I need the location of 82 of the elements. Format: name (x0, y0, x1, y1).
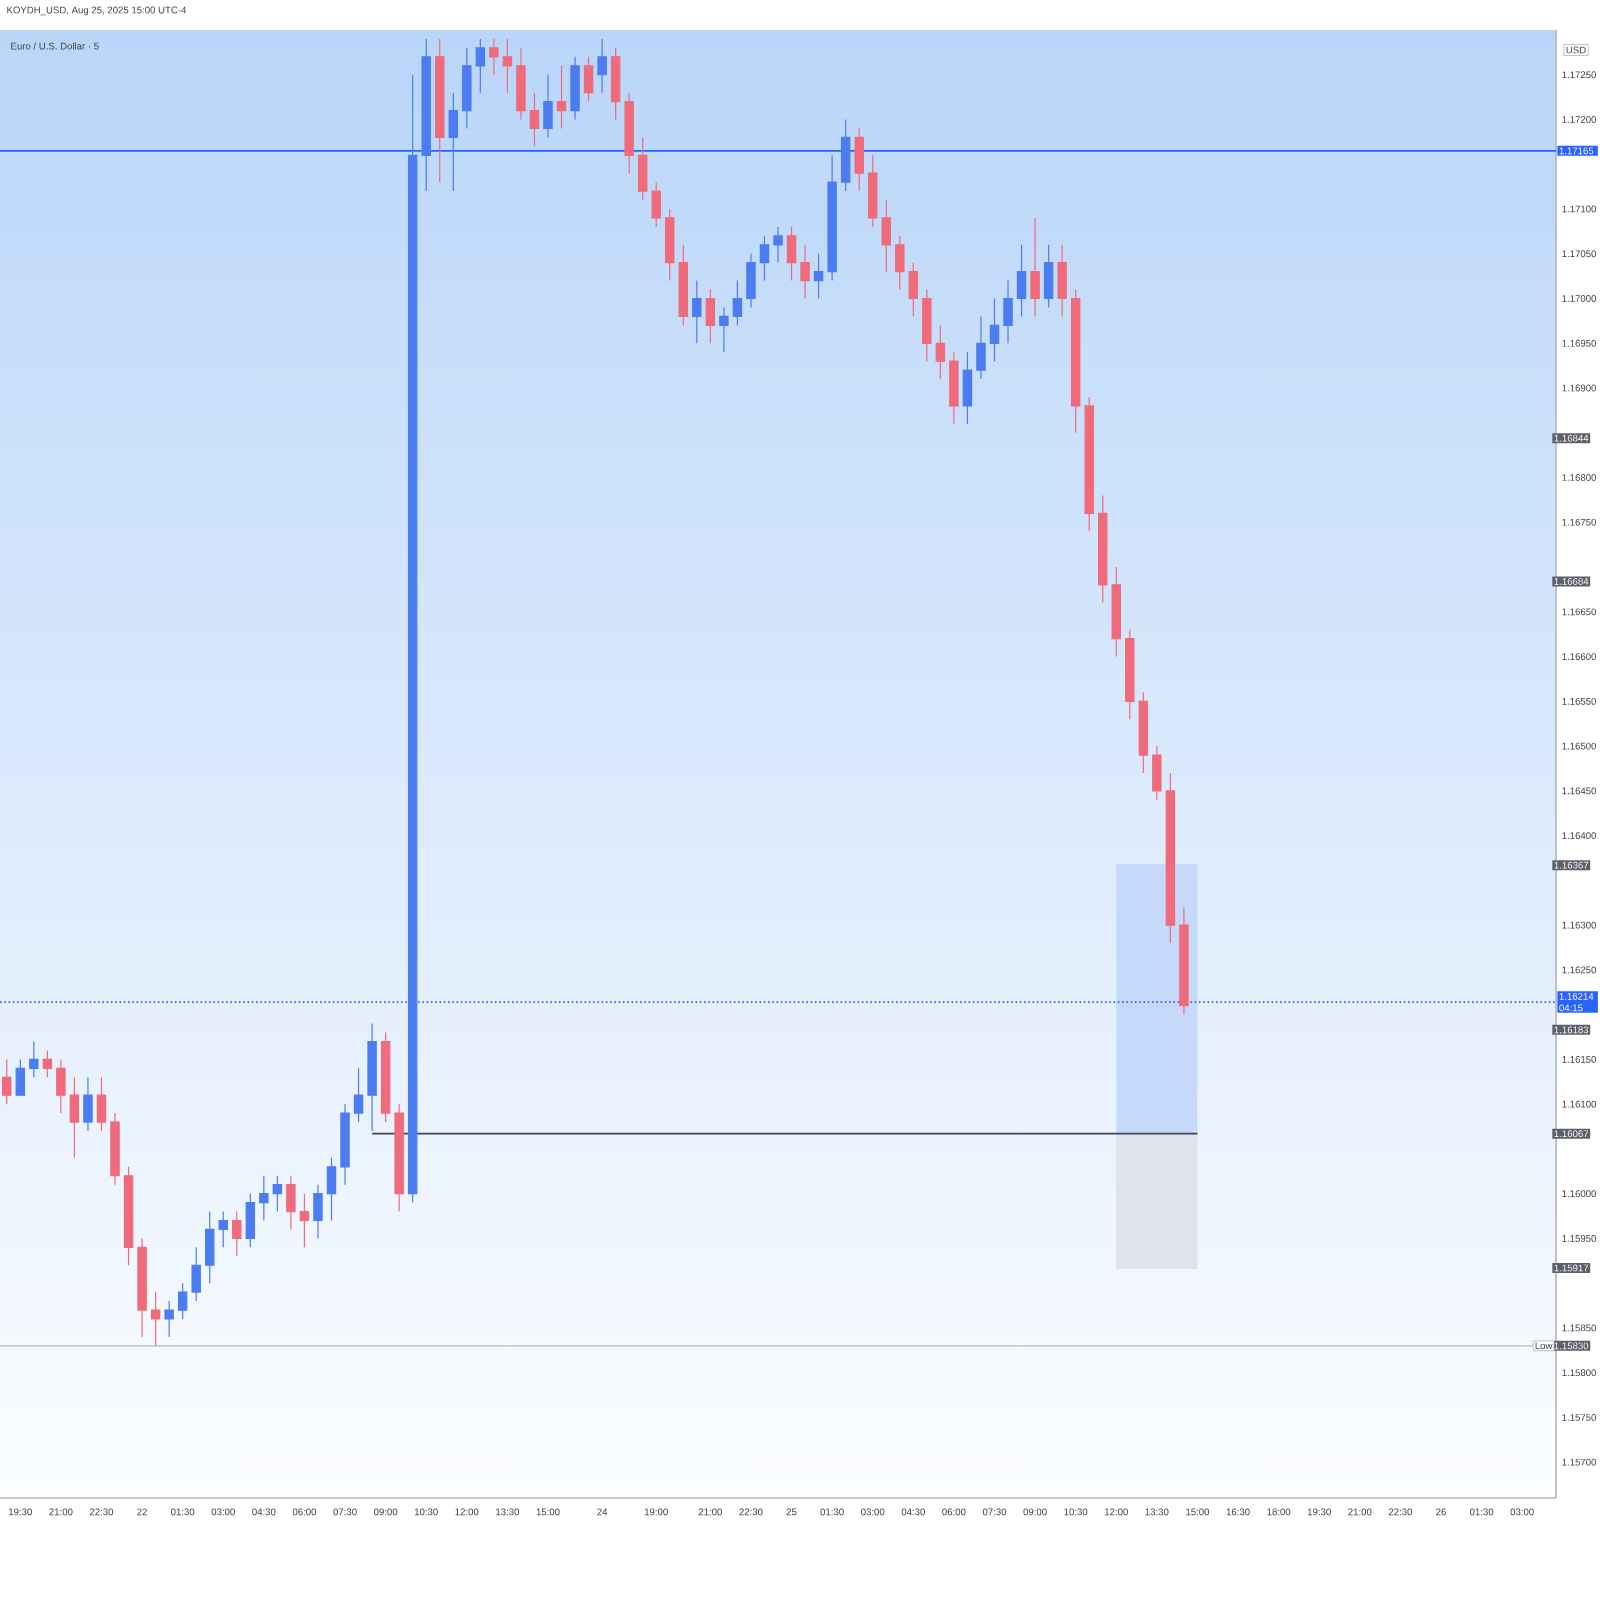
candlestick (922, 288, 932, 362)
candlestick (1070, 288, 1081, 434)
candlestick (1043, 244, 1054, 309)
candlestick (908, 262, 919, 318)
candlestick (800, 244, 810, 300)
candlestick (1084, 396, 1094, 532)
candlestick (516, 47, 526, 121)
candlestick (164, 1300, 174, 1338)
candlestick (83, 1076, 93, 1132)
candlestick (245, 1193, 256, 1248)
candlestick (1057, 244, 1067, 318)
candlestick (326, 1157, 337, 1222)
candlestick (380, 1031, 391, 1123)
candlestick (353, 1067, 364, 1123)
candlestick (1165, 772, 1176, 944)
candlestick (489, 38, 499, 76)
candlestick (394, 1103, 404, 1213)
candlestick (705, 288, 716, 344)
candlestick (137, 1237, 147, 1338)
candlestick (448, 92, 459, 192)
candlestick (1003, 280, 1013, 344)
candlestick (123, 1166, 134, 1266)
candlestick (827, 154, 837, 282)
candlestick (529, 92, 540, 147)
candlestick (773, 226, 783, 264)
candlestick (69, 1076, 80, 1159)
candlestick (232, 1210, 242, 1257)
candlestick (543, 74, 553, 138)
candlestick (597, 38, 607, 94)
candlestick (759, 235, 770, 282)
candlestick (665, 208, 675, 282)
candlestick (989, 297, 1000, 362)
candlestick (367, 1022, 377, 1132)
candlestick (191, 1246, 201, 1302)
candlestick (732, 280, 743, 326)
candlestick (96, 1076, 107, 1132)
candlestick (570, 56, 580, 121)
candlestick (313, 1184, 323, 1240)
candlestick (1030, 217, 1040, 318)
candlestick (895, 235, 905, 291)
candlestick (407, 74, 418, 1204)
candlestick (110, 1112, 120, 1186)
candlestick (462, 47, 472, 130)
candlestick (502, 38, 513, 94)
candlestick (177, 1282, 188, 1320)
candlestick (272, 1175, 283, 1213)
candlestick (29, 1040, 39, 1078)
candlestick (840, 118, 851, 192)
candlestick (1125, 629, 1135, 720)
candlestick (949, 351, 959, 425)
candlestick (651, 181, 661, 228)
candlestick (746, 253, 756, 309)
candlestick (854, 127, 864, 192)
candlestick (624, 92, 634, 174)
candlestick (610, 47, 621, 121)
candlestick (556, 65, 567, 130)
candlestick (435, 38, 445, 183)
candlestick (1016, 244, 1027, 318)
candlestick (286, 1175, 296, 1231)
candlestick (259, 1175, 269, 1222)
candlestick (1179, 906, 1189, 1016)
candlestick (976, 315, 986, 380)
candlestick (299, 1193, 310, 1248)
candlestick (813, 253, 824, 300)
candlestick (719, 306, 729, 353)
candlestick (962, 351, 973, 425)
candlestick (692, 280, 702, 344)
candlestick (2, 1058, 12, 1105)
candlestick (935, 324, 946, 380)
candlestick (56, 1058, 66, 1114)
candlestick (678, 244, 689, 326)
candlestick (421, 38, 431, 192)
candlestick (1152, 745, 1162, 801)
candlestick (637, 136, 648, 201)
candlestick (475, 38, 486, 94)
candlestick (340, 1103, 350, 1186)
candlestick (150, 1291, 161, 1347)
candlestick (42, 1049, 53, 1078)
candlestick (1138, 691, 1149, 774)
candlestick (786, 226, 797, 282)
candlestick (583, 56, 594, 103)
candlestick (15, 1058, 26, 1096)
